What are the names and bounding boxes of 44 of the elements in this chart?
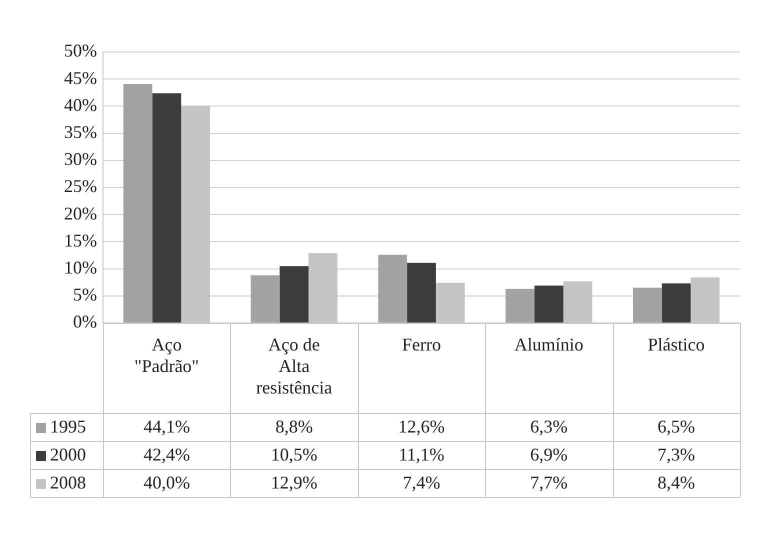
legend-label: 1995 <box>50 416 86 437</box>
data-label: 7,4% <box>402 472 440 493</box>
data-label: 7,3% <box>658 444 696 465</box>
data-label: 6,9% <box>530 444 568 465</box>
y-tick-label: 40% <box>64 94 97 115</box>
y-tick-label: 30% <box>64 149 97 170</box>
data-label: 42,4% <box>143 444 190 465</box>
x-tick-label: Alumínio <box>514 334 584 355</box>
bar <box>250 275 280 322</box>
bar <box>378 254 408 322</box>
y-tick-label: 50% <box>64 40 97 61</box>
y-tick-label: 20% <box>64 203 97 224</box>
data-label: 6,5% <box>658 416 696 437</box>
y-tick-label: 5% <box>73 284 97 305</box>
bar <box>632 288 662 322</box>
bar <box>662 283 691 322</box>
bar <box>123 84 152 322</box>
legend-label: 2008 <box>50 472 86 493</box>
y-tick-label: 45% <box>64 68 97 88</box>
bar <box>280 266 309 322</box>
data-label: 8,8% <box>275 416 313 437</box>
x-tick-label: Plástico <box>648 334 705 355</box>
y-tick-label: 15% <box>64 230 97 250</box>
data-label: 7,7% <box>530 472 568 493</box>
data-label: 44,1% <box>143 416 190 437</box>
data-label: 40,0% <box>143 472 190 493</box>
bar <box>407 262 436 322</box>
y-tick-label: 0% <box>73 312 97 332</box>
data-label: 10,5% <box>270 444 318 465</box>
data-label: 11,1% <box>398 444 444 465</box>
x-tick-label: Aço de Alta resistência <box>256 334 332 398</box>
y-tick-label: 25% <box>64 176 97 196</box>
data-label: 8,4% <box>658 472 696 493</box>
bar <box>506 288 534 322</box>
y-tick-label: 10% <box>64 258 97 278</box>
y-tick-label: 35% <box>64 122 97 142</box>
x-tick-label: Ferro <box>402 334 441 355</box>
legend-label: 2000 <box>50 444 86 465</box>
x-tick-label: Aço "Padrão" <box>134 334 200 376</box>
bar <box>152 93 182 322</box>
data-label: 12,9% <box>270 472 318 493</box>
data-label: 12,6% <box>398 416 445 437</box>
bar <box>534 286 564 322</box>
data-label: 6,3% <box>530 416 568 437</box>
